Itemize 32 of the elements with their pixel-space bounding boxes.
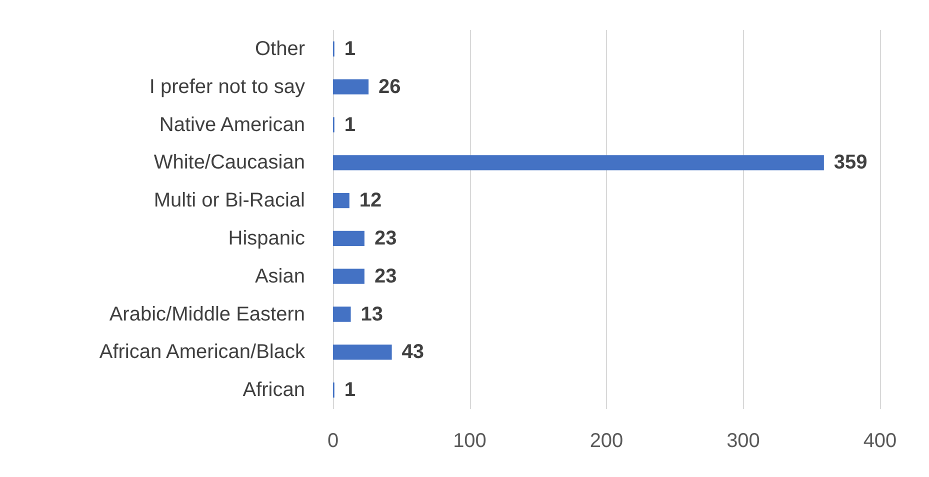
y-tick-label: African (242, 379, 305, 402)
y-tick-label: I prefer not to say (149, 76, 305, 98)
data-label: 23 (374, 265, 397, 288)
y-tick-label: Multi or Bi-Racial (154, 190, 305, 212)
bar (333, 155, 824, 170)
x-tick-label: 0 (327, 430, 339, 452)
y-tick-label: Native American (159, 114, 305, 136)
x-tick-label: 300 (726, 430, 760, 452)
bar (333, 306, 351, 322)
x-tick-label: 400 (863, 430, 897, 452)
bar (333, 192, 350, 208)
y-tick-label: White/Caucasian (154, 152, 305, 174)
bar (333, 79, 369, 94)
data-label: 26 (378, 76, 401, 98)
data-label: 1 (344, 379, 356, 402)
bar (333, 230, 364, 246)
data-label: 43 (402, 341, 424, 364)
x-tick-label: 200 (590, 430, 624, 452)
data-label: 23 (374, 227, 397, 250)
x-tick-label: 100 (453, 430, 486, 452)
y-tick-label: African American/Black (99, 341, 306, 364)
y-tick-label: Hispanic (228, 227, 305, 250)
data-label: 1 (344, 38, 356, 60)
y-tick-label: Asian (254, 265, 305, 288)
bar (333, 268, 364, 284)
data-label: 12 (359, 190, 382, 212)
data-label: 1 (344, 114, 356, 136)
y-tick-label: Other (254, 38, 306, 60)
data-label: 13 (360, 303, 384, 326)
y-tick-label: Arabic/Middle Eastern (109, 303, 305, 326)
data-label: 359 (834, 152, 868, 174)
bar (333, 344, 392, 360)
